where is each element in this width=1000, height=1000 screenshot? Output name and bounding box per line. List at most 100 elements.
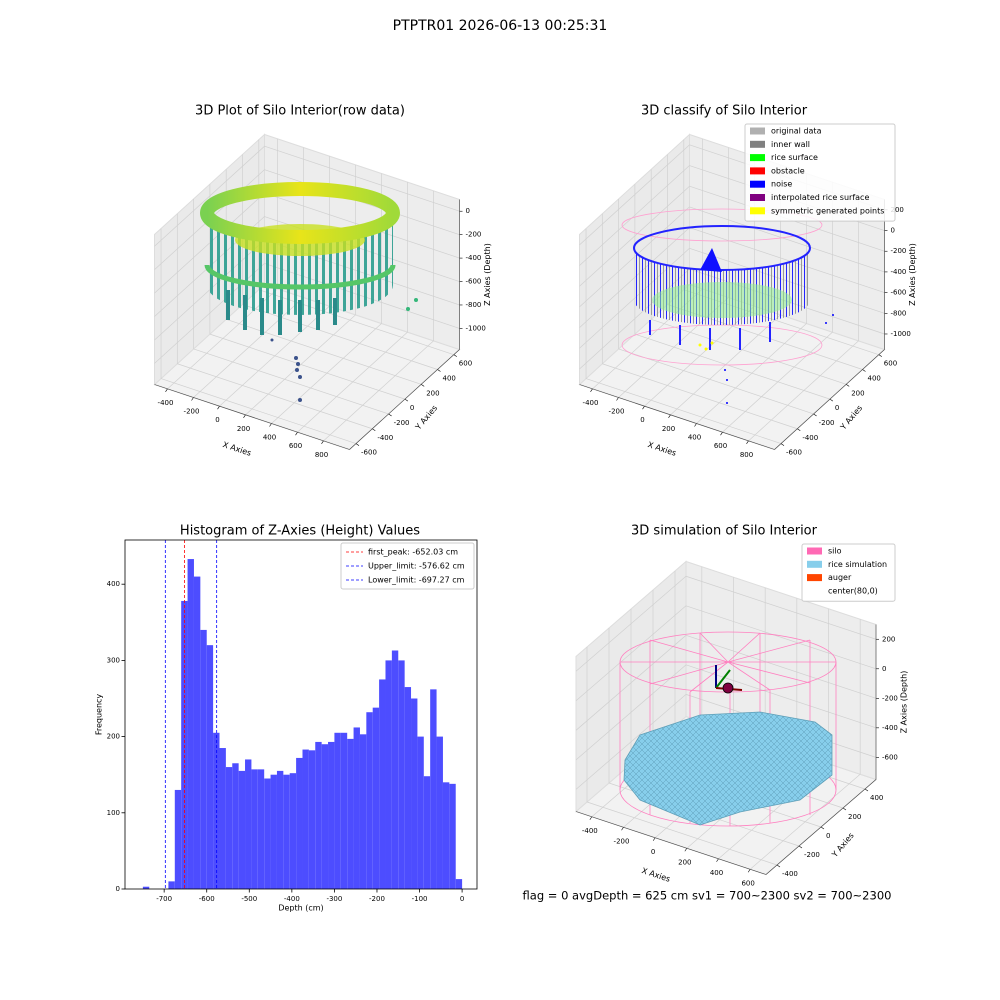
legend-swatch [750, 194, 765, 201]
grid-line [579, 165, 690, 266]
tick-mark [421, 384, 425, 387]
x-tick-label: 200 [662, 425, 675, 433]
y-tick-label: 400 [107, 580, 120, 588]
z-tick-label: -600 [891, 289, 907, 297]
histogram-bar [366, 712, 373, 889]
x-tick-label: 800 [740, 451, 753, 459]
x-tick-label: -400 [583, 399, 599, 407]
z-tick-label: -600 [882, 753, 898, 761]
legend-label: obstacle [771, 166, 805, 175]
x-axis-label: X Axies [647, 440, 678, 458]
z-axis-label: Z Axies (Depth) [908, 243, 917, 306]
legend-swatch [750, 167, 765, 175]
y-tick-label: -600 [786, 449, 802, 457]
tick-mark [321, 440, 324, 444]
legend-swatch [750, 154, 765, 162]
grid-line [579, 144, 690, 246]
y-tick-label: -200 [394, 419, 410, 427]
grid-line [586, 801, 778, 866]
grid-line [685, 664, 877, 729]
histogram-bar [321, 744, 329, 889]
histogram-bar [264, 778, 271, 889]
grid-line [271, 323, 382, 424]
z-tick-label: -400 [882, 724, 898, 732]
histogram-bar [270, 774, 277, 889]
y-axis-label: Frequency [95, 694, 104, 736]
y-tick-label: -400 [802, 434, 818, 442]
legend-label: symmetric generated points [771, 206, 884, 215]
grid-line [685, 634, 877, 699]
legend-swatch [807, 574, 822, 582]
grid-line [634, 333, 831, 400]
x-tick-label: 400 [263, 434, 276, 442]
legend-box [801, 543, 896, 602]
x-tick-label: 200 [237, 425, 250, 433]
legend-label: rice surface [771, 153, 818, 162]
grid-line [651, 318, 847, 385]
tick-mark [404, 398, 409, 402]
tick-mark [589, 816, 593, 820]
tick-mark [616, 397, 619, 401]
z-tick-label: -200 [891, 247, 907, 255]
y-tick-label: -400 [782, 870, 798, 878]
tick-mark [652, 837, 656, 841]
front-layer: 3D Plot of Silo Interior(row data)-400-2… [95, 104, 918, 913]
tick-mark [716, 858, 719, 862]
x-tick-label: -600 [199, 895, 215, 903]
x-tick-label: 600 [741, 879, 754, 887]
tick-mark [797, 428, 801, 432]
z-tick-label: 200 [882, 635, 895, 643]
grid-line [685, 575, 877, 640]
x-tick-label: 0 [640, 416, 644, 424]
histogram-bar [181, 600, 188, 889]
histogram-bar [193, 576, 201, 889]
legend-label: center(80,0) [828, 586, 878, 595]
grid-line [209, 333, 406, 400]
z-tick-label: -400 [891, 268, 907, 276]
chart-title: 3D classify of Silo Interior [641, 104, 808, 119]
grid-line [177, 363, 373, 430]
legend-label: original data [771, 127, 822, 136]
x-tick-label: 400 [710, 869, 723, 877]
x-tick-label: -200 [614, 837, 630, 845]
histogram-bar [315, 741, 322, 889]
legend-swatch [750, 140, 765, 148]
x-tick-label: -400 [158, 399, 174, 407]
legend-label: rice simulation [828, 560, 887, 569]
chart-title: Histogram of Z-Axies (Height) Values [180, 524, 420, 539]
z-tick-label: 0 [466, 207, 470, 215]
histogram-bar [436, 736, 443, 889]
chart-title: 3D simulation of Silo Interior [631, 524, 818, 539]
grid-line [685, 605, 877, 670]
y-tick-label: 0 [116, 885, 120, 893]
tick-mark [694, 423, 697, 427]
grid-line [618, 348, 814, 415]
y-tick-label: 200 [848, 813, 861, 821]
histogram-bar [391, 650, 399, 889]
x-tick-label: 600 [289, 442, 302, 450]
histogram-bar [283, 774, 290, 889]
legend-box [340, 542, 475, 590]
grid-line [160, 378, 357, 444]
x-tick-label: 0 [460, 895, 464, 903]
z-tick-label: 200 [891, 206, 904, 214]
tick-mark [829, 398, 834, 402]
legend-label: interpolated rice surface [771, 193, 869, 202]
x-tick-label: 200 [678, 858, 691, 866]
grid-line [575, 605, 687, 702]
x-tick-label: -700 [156, 895, 172, 903]
tick-mark [388, 413, 392, 417]
histogram-bar [334, 732, 341, 889]
histogram-bar [308, 750, 316, 889]
histogram-bar [238, 770, 246, 889]
grid-line [219, 305, 330, 407]
histogram-bar [372, 707, 380, 889]
tick-mark [453, 354, 457, 357]
tick-mark [642, 406, 645, 410]
grid-line [575, 635, 687, 731]
tick-mark [590, 388, 593, 392]
tick-mark [295, 432, 298, 436]
z-tick-label: -800 [891, 309, 907, 317]
y-tick-label: 0 [410, 404, 414, 412]
